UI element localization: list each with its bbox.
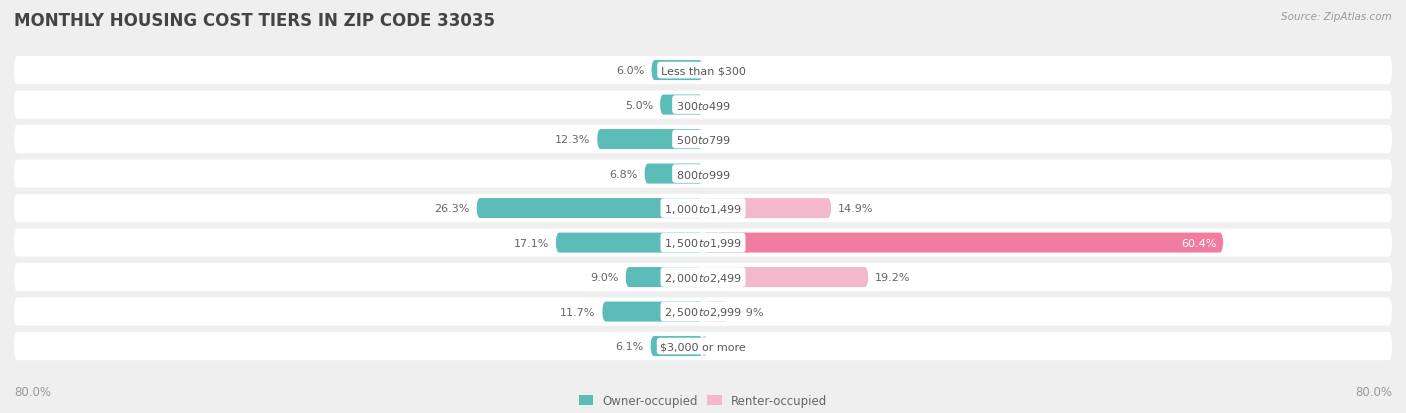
Text: 17.1%: 17.1%	[513, 238, 548, 248]
FancyBboxPatch shape	[602, 302, 703, 322]
Text: $500 to $799: $500 to $799	[675, 134, 731, 146]
FancyBboxPatch shape	[14, 57, 1392, 85]
Text: 80.0%: 80.0%	[1355, 385, 1392, 398]
FancyBboxPatch shape	[14, 229, 1392, 257]
Text: MONTHLY HOUSING COST TIERS IN ZIP CODE 33035: MONTHLY HOUSING COST TIERS IN ZIP CODE 3…	[14, 12, 495, 30]
FancyBboxPatch shape	[14, 195, 1392, 223]
FancyBboxPatch shape	[477, 199, 703, 218]
Text: 60.4%: 60.4%	[1181, 238, 1216, 248]
FancyBboxPatch shape	[644, 164, 703, 184]
FancyBboxPatch shape	[703, 302, 728, 322]
Text: 5.0%: 5.0%	[624, 100, 652, 110]
Text: 6.8%: 6.8%	[609, 169, 637, 179]
FancyBboxPatch shape	[598, 130, 703, 150]
Text: 26.3%: 26.3%	[434, 204, 470, 214]
Text: 0.34%: 0.34%	[713, 341, 748, 351]
FancyBboxPatch shape	[703, 268, 869, 287]
FancyBboxPatch shape	[703, 233, 1223, 253]
Text: $2,500 to $2,999: $2,500 to $2,999	[664, 305, 742, 318]
FancyBboxPatch shape	[14, 332, 1392, 360]
FancyBboxPatch shape	[651, 336, 703, 356]
Text: $3,000 or more: $3,000 or more	[661, 341, 745, 351]
FancyBboxPatch shape	[651, 61, 703, 81]
FancyBboxPatch shape	[703, 336, 706, 356]
Text: $2,000 to $2,499: $2,000 to $2,499	[664, 271, 742, 284]
Text: Less than $300: Less than $300	[661, 66, 745, 76]
Text: $1,500 to $1,999: $1,500 to $1,999	[664, 237, 742, 249]
Text: $800 to $999: $800 to $999	[675, 168, 731, 180]
FancyBboxPatch shape	[14, 91, 1392, 119]
Text: 14.9%: 14.9%	[838, 204, 873, 214]
FancyBboxPatch shape	[703, 199, 831, 218]
Text: 19.2%: 19.2%	[875, 273, 911, 282]
Text: 6.1%: 6.1%	[616, 341, 644, 351]
Text: 80.0%: 80.0%	[14, 385, 51, 398]
Text: 12.3%: 12.3%	[555, 135, 591, 145]
Text: 9.0%: 9.0%	[591, 273, 619, 282]
Text: Source: ZipAtlas.com: Source: ZipAtlas.com	[1281, 12, 1392, 22]
FancyBboxPatch shape	[14, 298, 1392, 326]
Text: 6.0%: 6.0%	[616, 66, 644, 76]
Text: 2.9%: 2.9%	[735, 307, 763, 317]
Text: $300 to $499: $300 to $499	[675, 100, 731, 111]
FancyBboxPatch shape	[14, 160, 1392, 188]
FancyBboxPatch shape	[626, 268, 703, 287]
Text: 11.7%: 11.7%	[560, 307, 595, 317]
Text: $1,000 to $1,499: $1,000 to $1,499	[664, 202, 742, 215]
FancyBboxPatch shape	[555, 233, 703, 253]
FancyBboxPatch shape	[659, 95, 703, 115]
FancyBboxPatch shape	[14, 126, 1392, 154]
Legend: Owner-occupied, Renter-occupied: Owner-occupied, Renter-occupied	[579, 394, 827, 407]
FancyBboxPatch shape	[14, 263, 1392, 292]
